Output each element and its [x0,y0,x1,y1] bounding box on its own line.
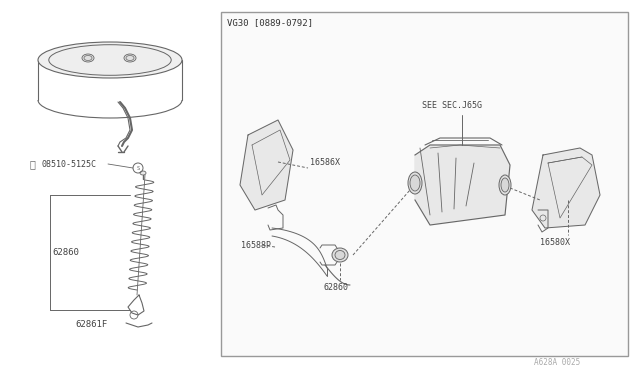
Text: 62860: 62860 [52,247,79,257]
Polygon shape [532,148,600,228]
Text: 16580X: 16580X [540,238,570,247]
Ellipse shape [38,42,182,78]
Polygon shape [415,145,510,225]
Polygon shape [240,120,293,210]
Text: SEE SEC.J65G: SEE SEC.J65G [422,101,482,110]
Ellipse shape [410,175,420,191]
Text: S: S [136,166,140,170]
Ellipse shape [499,175,511,195]
Text: VG30 [0889-0792]: VG30 [0889-0792] [227,18,313,27]
Ellipse shape [49,45,172,75]
Bar [221,12,628,356]
Ellipse shape [501,178,509,192]
Text: Ⓢ: Ⓢ [30,159,36,169]
Ellipse shape [335,250,345,260]
Text: 16588P: 16588P [241,241,271,250]
Text: 62860: 62860 [323,283,348,292]
Text: 16586X: 16586X [310,157,340,167]
Ellipse shape [408,172,422,194]
Text: A628A 0025: A628A 0025 [534,358,580,367]
Text: 62861F: 62861F [75,320,108,329]
Ellipse shape [124,54,136,62]
Text: 08510-5125C: 08510-5125C [42,160,97,169]
Ellipse shape [332,248,348,262]
Ellipse shape [82,54,94,62]
Ellipse shape [140,171,146,175]
